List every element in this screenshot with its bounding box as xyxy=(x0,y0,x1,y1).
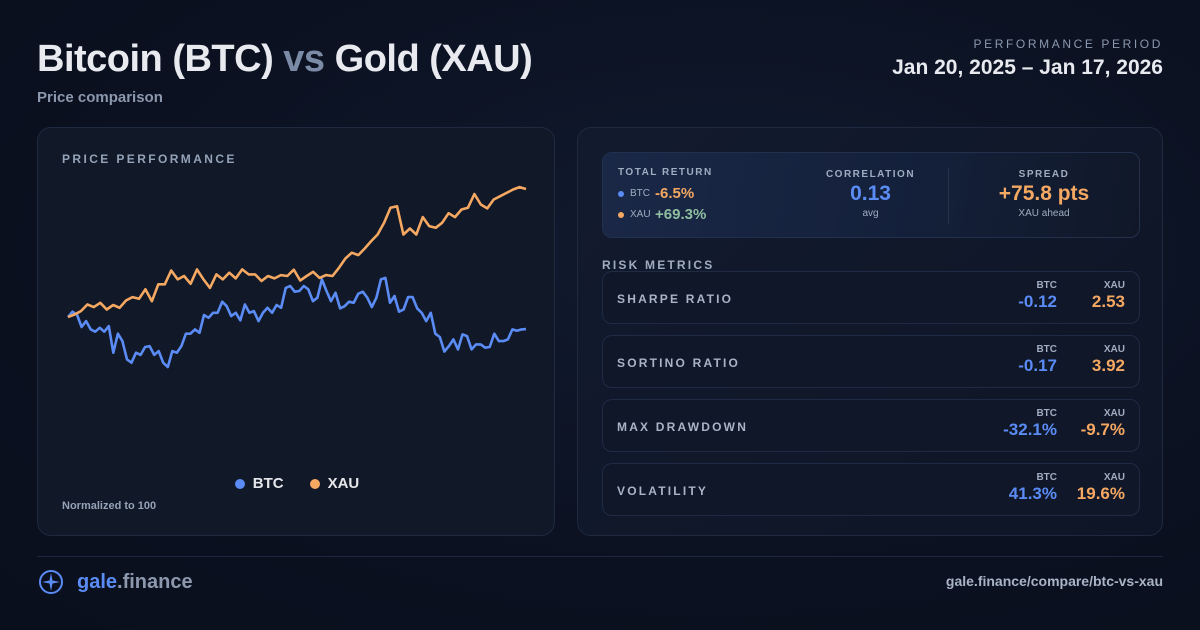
btc-column: BTC -0.17 xyxy=(1018,344,1057,376)
price-chart xyxy=(67,185,527,369)
stats-card: TOTAL RETURN BTC -6.5% XAU +69.3% CORRELAT… xyxy=(577,127,1163,536)
btc-dot-icon xyxy=(234,478,245,489)
brand-name: gale xyxy=(77,570,118,593)
period-range: Jan 20, 2025 – Jan 17, 2026 xyxy=(892,56,1163,79)
chart-note: Normalized to 100 xyxy=(62,500,157,512)
metric-name: SHARPE RATIO xyxy=(617,292,734,306)
xau-metric-value: 19.6% xyxy=(1076,484,1125,503)
btc-column: BTC -32.1% xyxy=(1003,408,1057,440)
col-header: XAU xyxy=(1103,408,1125,419)
subtitle: Price comparison xyxy=(37,89,163,106)
page-url[interactable]: gale.finance/compare/btc-vs-xau xyxy=(945,573,1163,589)
compass-logo-icon xyxy=(39,570,63,594)
legend-label: BTC xyxy=(252,475,284,492)
spread-label: SPREAD xyxy=(1018,169,1070,180)
col-header: BTC xyxy=(1036,344,1057,355)
xau-column: XAU 2.53 xyxy=(1092,280,1125,312)
spread-value: +75.8 pts xyxy=(998,182,1090,205)
xau-column: XAU 19.6% xyxy=(1077,472,1125,504)
title-btc: Bitcoin (BTC) xyxy=(37,38,274,80)
correlation-sub: avg xyxy=(862,208,879,219)
xau-return-row: XAU +69.3% xyxy=(618,206,706,223)
risk-metric-row: MAX DRAWDOWN BTC -32.1% XAU -9.7% xyxy=(602,399,1140,452)
col-header: XAU xyxy=(1103,344,1125,355)
col-header: BTC xyxy=(1036,280,1057,291)
summary-panel: TOTAL RETURN BTC -6.5% XAU +69.3% CORRELAT… xyxy=(602,152,1140,238)
footer-divider xyxy=(37,556,1163,557)
spread-sub: XAU ahead xyxy=(1018,208,1070,219)
correlation-stat: CORRELATION 0.13 avg xyxy=(793,169,948,219)
btc-metric-value: -32.1% xyxy=(1003,420,1057,439)
col-header: BTC xyxy=(1036,472,1057,483)
risk-metric-row: VOLATILITY BTC 41.3% XAU 19.6% xyxy=(602,463,1140,516)
legend-label: XAU xyxy=(327,475,360,492)
metric-name: SORTINO RATIO xyxy=(617,356,741,370)
xau-series-line xyxy=(67,185,527,319)
divider xyxy=(948,168,949,224)
risk-metric-row: SORTINO RATIO BTC -0.17 XAU 3.92 xyxy=(602,335,1140,388)
ticker: XAU xyxy=(630,209,651,220)
correlation-label: CORRELATION xyxy=(825,169,916,180)
risk-metric-row: SHARPE RATIO BTC -0.12 XAU 2.53 xyxy=(602,271,1140,324)
chart-title: PRICE PERFORMANCE xyxy=(62,152,237,166)
brand-logo[interactable]: gale.finance xyxy=(37,568,193,596)
title-vs: vs xyxy=(283,38,325,80)
xau-metric-value: -9.7% xyxy=(1080,420,1125,439)
btc-metric-value: -0.17 xyxy=(1018,356,1057,375)
brand-suffix: .finance xyxy=(117,570,193,593)
xau-return: +69.3% xyxy=(655,206,707,223)
xau-metric-value: 3.92 xyxy=(1091,356,1125,375)
col-header: BTC xyxy=(1036,408,1057,419)
btc-return-row: BTC -6.5% xyxy=(618,185,694,202)
btc-metric-value: -0.12 xyxy=(1018,292,1057,311)
btc-return: -6.5% xyxy=(655,185,695,202)
xau-metric-value: 2.53 xyxy=(1091,292,1125,311)
legend-xau: XAU xyxy=(309,475,360,492)
total-return-label: TOTAL RETURN xyxy=(618,167,713,178)
xau-dot-icon xyxy=(618,211,624,218)
col-header: XAU xyxy=(1103,280,1125,291)
xau-dot-icon xyxy=(309,478,320,489)
col-header: XAU xyxy=(1103,472,1125,483)
btc-series-line xyxy=(67,276,527,369)
period-label: PERFORMANCE PERIOD xyxy=(973,37,1163,51)
btc-column: BTC -0.12 xyxy=(1018,280,1057,312)
btc-dot-icon xyxy=(618,190,624,197)
spread-stat: SPREAD +75.8 pts XAU ahead xyxy=(949,169,1139,219)
metric-name: MAX DRAWDOWN xyxy=(617,420,749,434)
btc-column: BTC 41.3% xyxy=(1009,472,1057,504)
xau-column: XAU 3.92 xyxy=(1092,344,1125,376)
xau-column: XAU -9.7% xyxy=(1081,408,1125,440)
correlation-value: 0.13 xyxy=(850,182,891,205)
chart-legend: BTC XAU xyxy=(38,475,556,492)
legend-btc: BTC xyxy=(234,475,284,492)
risk-metrics-label: RISK METRICS xyxy=(602,258,715,272)
btc-metric-value: 41.3% xyxy=(1008,484,1057,503)
price-chart-card: PRICE PERFORMANCE BTC XAU Normalized to … xyxy=(37,127,555,536)
metric-name: VOLATILITY xyxy=(617,484,709,498)
title-xau: Gold (XAU) xyxy=(334,38,533,80)
ticker: BTC xyxy=(630,188,650,199)
page-title: Bitcoin (BTC) vs Gold (XAU) xyxy=(37,38,533,81)
